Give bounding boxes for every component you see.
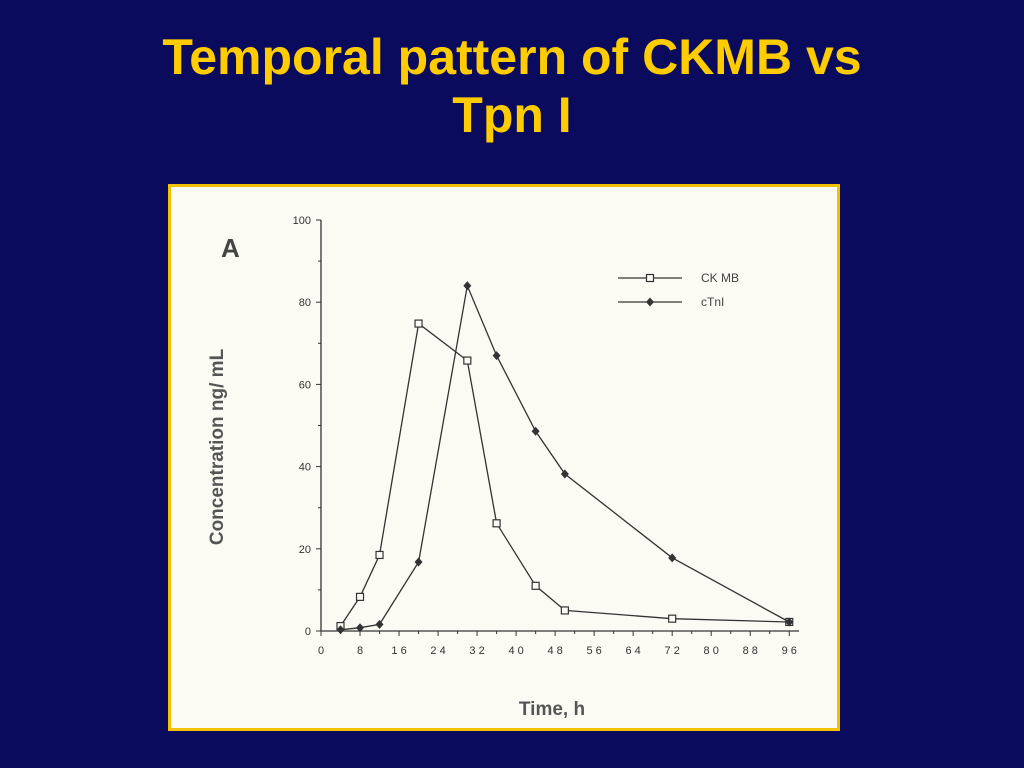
ctni-point [414, 557, 423, 567]
chart-legend: CK MB cTnI [618, 271, 739, 309]
slide-title-line-1: Temporal pattern of CKMB vs [162, 29, 862, 85]
line-chart: 0 20 40 60 80 100 0 8 1 6 2 4 3 2 4 0 4 8 5 6 6 4 7 2 8… [207, 215, 799, 720]
x-tick-label: 3 2 [469, 645, 484, 657]
ckmb-point [492, 519, 501, 528]
x-axis-title: Time, h [519, 699, 585, 720]
x-tick-label: 0 [318, 645, 324, 657]
x-tick-label: 8 [357, 645, 363, 657]
y-tick-label: 20 [299, 544, 311, 556]
ctni-point [492, 351, 501, 361]
ctni-point [560, 469, 569, 479]
panel-label: A [221, 233, 240, 263]
series-line [339, 322, 790, 627]
x-tick-label: 9 6 [782, 645, 797, 657]
ckmb-point [560, 606, 569, 615]
y-ticks: 0 20 40 60 80 100 [293, 215, 321, 638]
x-tick-label: 4 0 [508, 645, 523, 657]
x-tick-label: 4 8 [547, 645, 562, 657]
ckmb-point [414, 319, 423, 328]
chart-frame: 0 20 40 60 80 100 0 8 1 6 2 4 3 2 4 0 4 8 5 6 6 4 7 2 8… [168, 184, 840, 731]
y-tick-label: 60 [299, 379, 311, 391]
slide-title-line-2: Tpn I [452, 87, 572, 143]
x-tick-label: 8 0 [704, 645, 719, 657]
ctni-point [463, 281, 472, 291]
series-line [340, 283, 790, 631]
legend-marker [646, 297, 654, 307]
x-tick-label: 8 8 [743, 645, 758, 657]
x-tick-label: 6 4 [626, 645, 641, 657]
legend-marker [645, 273, 655, 283]
ckmb-point [668, 614, 677, 623]
ckmb-point [375, 550, 384, 560]
ctni-point [375, 619, 384, 629]
ctni-point [356, 623, 365, 633]
y-tick-label: 80 [299, 297, 311, 309]
x-ticks: 0 8 1 6 2 4 3 2 4 0 4 8 5 6 6 4 7 2 8 0 8 8 9 6 [318, 631, 797, 657]
y-tick-label: 0 [305, 626, 311, 638]
chart-series [336, 281, 794, 635]
y-tick-label: 100 [293, 215, 311, 227]
ckmb-point [531, 581, 540, 590]
x-tick-label: 2 4 [430, 645, 445, 657]
ctni-point [336, 625, 345, 635]
ctni-point [785, 617, 794, 627]
y-axis-title: Concentration ng/ mL [207, 348, 228, 545]
legend-label: cTnI [701, 295, 724, 309]
ctni-point [668, 553, 677, 563]
ckmb-point [355, 592, 365, 601]
x-tick-label: 5 6 [586, 645, 601, 657]
x-tick-label: 1 6 [391, 645, 406, 657]
x-tick-label: 7 2 [665, 645, 680, 657]
slide-title: Temporal pattern of CKMB vs Tpn I [0, 28, 1024, 144]
y-tick-label: 40 [299, 462, 311, 474]
series-ctni [336, 281, 794, 635]
ctni-point [531, 426, 540, 436]
legend-label: CK MB [701, 271, 739, 285]
ckmb-point [463, 356, 472, 365]
